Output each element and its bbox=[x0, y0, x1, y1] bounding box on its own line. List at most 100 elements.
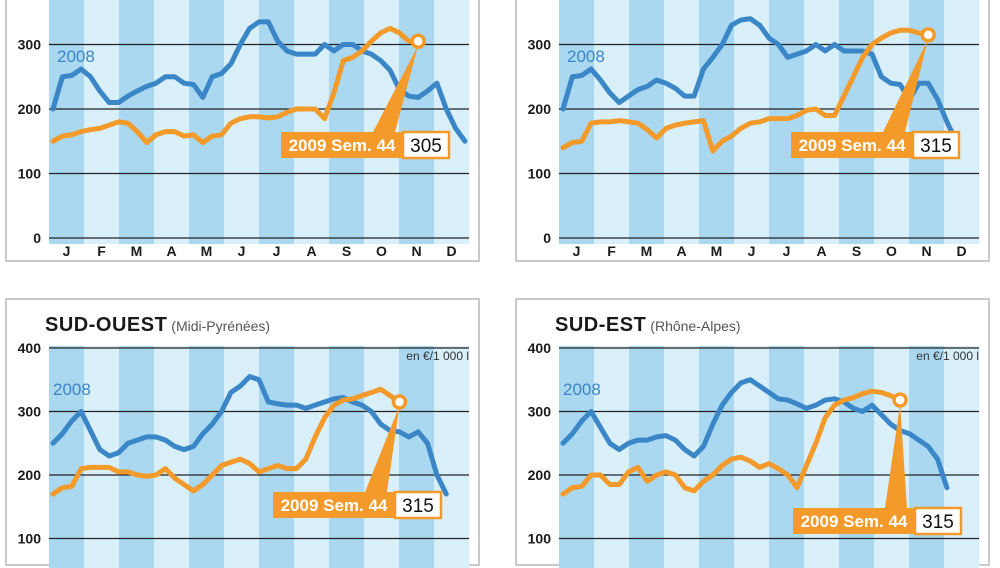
x-tick-label: M bbox=[131, 243, 143, 259]
month-stripe bbox=[329, 346, 365, 568]
month-stripe bbox=[294, 346, 330, 568]
callout-label-box bbox=[791, 132, 913, 158]
month-stripe bbox=[594, 346, 630, 568]
month-stripe bbox=[189, 346, 225, 568]
x-tick-label: N bbox=[921, 243, 931, 259]
callout-pointer bbox=[885, 404, 907, 508]
month-stripe bbox=[699, 346, 735, 568]
month-stripe bbox=[154, 346, 190, 568]
y-tick-label: 200 bbox=[528, 101, 552, 117]
x-tick-label: O bbox=[376, 243, 387, 259]
x-tick-label: D bbox=[956, 243, 966, 259]
callout-value-box bbox=[913, 506, 963, 536]
x-tick-label: J bbox=[63, 243, 71, 259]
y-tick-label: 200 bbox=[528, 467, 552, 483]
month-stripe bbox=[399, 346, 435, 568]
panel-title: SUD-EST (Rhône-Alpes) bbox=[555, 314, 741, 337]
callout-label-box bbox=[281, 132, 403, 158]
series-2009-endpoint bbox=[391, 394, 408, 410]
month-stripe bbox=[49, 346, 85, 568]
month-stripe bbox=[839, 346, 875, 568]
month-stripe bbox=[154, 0, 190, 244]
callout-value: 305 bbox=[410, 136, 442, 157]
x-tick-label: A bbox=[816, 243, 826, 259]
x-tick-label: N bbox=[411, 243, 421, 259]
line-chart: 0 100 200 300 J F M A M J J A S O N D 2008 2009 Sem. 44 31… bbox=[528, 0, 980, 259]
chart-panel-2: 0 100 200 300 J F M A M J J A S O N D 2008 2009 Sem. 44 31… bbox=[515, 0, 990, 262]
y-tick-label: 300 bbox=[18, 37, 42, 53]
month-stripe bbox=[559, 0, 595, 244]
y-tick-label: 100 bbox=[18, 531, 42, 547]
month-stripe bbox=[49, 0, 85, 244]
callout-pointer bbox=[365, 405, 400, 492]
chart-panel-1: 0 100 200 300 J F M A M J J A S O N D 2008 2009 Sem. 44 30… bbox=[5, 0, 480, 262]
line-chart: 100 200 300 400 en €/1 000 l 2008 2009 Sem. 44… bbox=[18, 340, 470, 568]
month-stripe bbox=[629, 346, 665, 568]
x-tick-label: A bbox=[676, 243, 686, 259]
series-2008-label: 2008 bbox=[563, 380, 601, 399]
chart-panel-sud-est: 100 200 300 400 en €/1 000 l 2008 2009 Sem. 44… bbox=[515, 298, 990, 568]
series-2008-line bbox=[560, 377, 950, 491]
month-stripe bbox=[769, 0, 805, 244]
y-tick-label: 200 bbox=[18, 101, 42, 117]
series-2009-endpoint bbox=[920, 27, 936, 43]
unit-label: en €/1 000 l bbox=[916, 349, 979, 363]
x-tick-label: M bbox=[711, 243, 723, 259]
callout-value: 315 bbox=[922, 512, 954, 533]
line-chart: 100 200 300 400 en €/1 000 l 2008 2009 Sem. 44… bbox=[528, 340, 980, 568]
region-name: SUD-OUEST bbox=[45, 314, 168, 336]
y-tick-label: 400 bbox=[18, 340, 42, 356]
callout-label: 2009 Sem. 44 bbox=[801, 512, 908, 531]
month-stripe bbox=[559, 346, 595, 568]
panel-title: SUD-OUEST (Midi-Pyrénées) bbox=[45, 314, 270, 337]
x-tick-label: J bbox=[748, 243, 756, 259]
callout-pointer bbox=[373, 45, 419, 132]
callout-label-box bbox=[793, 508, 915, 534]
series-2009-line bbox=[560, 27, 931, 154]
month-stripe bbox=[944, 0, 980, 244]
month-stripe bbox=[874, 346, 910, 568]
callout-value-box bbox=[401, 130, 451, 160]
callout-value-box bbox=[393, 490, 443, 520]
series-2008-line bbox=[560, 16, 959, 144]
y-tick-label: 0 bbox=[543, 230, 551, 246]
y-tick-label: 100 bbox=[18, 166, 42, 182]
callout-value: 315 bbox=[402, 496, 434, 517]
chart-panel-sud-ouest: 100 200 300 400 en €/1 000 l 2008 2009 Sem. 44… bbox=[5, 298, 480, 568]
y-tick-label: 300 bbox=[528, 404, 552, 420]
series-2009-line bbox=[50, 386, 402, 497]
y-tick-label: 300 bbox=[18, 404, 42, 420]
y-tick-label: 100 bbox=[528, 531, 552, 547]
y-tick-label: 200 bbox=[18, 467, 42, 483]
x-tick-label: D bbox=[446, 243, 456, 259]
y-tick-label: 0 bbox=[33, 230, 41, 246]
region-name: SUD-EST bbox=[555, 314, 647, 336]
series-2009-line bbox=[50, 25, 421, 146]
x-tick-label: J bbox=[273, 243, 281, 259]
series-2009-endpoint bbox=[410, 33, 426, 50]
y-tick-label: 400 bbox=[528, 340, 552, 356]
x-tick-label: J bbox=[573, 243, 581, 259]
line-chart: 0 100 200 300 J F M A M J J A S O N D 2008 2009 Sem. 44 30… bbox=[18, 0, 470, 259]
x-tick-label: S bbox=[852, 243, 861, 259]
x-tick-label: J bbox=[238, 243, 246, 259]
region-subtitle: (Rhône-Alpes) bbox=[650, 318, 741, 334]
x-tick-label: A bbox=[166, 243, 176, 259]
month-stripe bbox=[769, 346, 805, 568]
month-stripe bbox=[294, 0, 330, 244]
series-2008-line bbox=[50, 19, 468, 144]
x-tick-label: A bbox=[306, 243, 316, 259]
month-stripe bbox=[119, 346, 155, 568]
y-tick-label: 100 bbox=[528, 166, 552, 182]
callout-value-box bbox=[911, 130, 961, 160]
callout-label: 2009 Sem. 44 bbox=[799, 136, 906, 155]
series-2008-label: 2008 bbox=[53, 380, 91, 399]
callout-value: 315 bbox=[920, 136, 952, 157]
unit-label: en €/1 000 l bbox=[406, 349, 469, 363]
month-stripe bbox=[434, 346, 470, 568]
month-stripe bbox=[189, 0, 225, 244]
month-stripe bbox=[259, 346, 295, 568]
series-2008-label: 2008 bbox=[57, 47, 95, 66]
region-subtitle: (Midi-Pyrénées) bbox=[171, 318, 271, 334]
month-stripe bbox=[804, 0, 840, 244]
